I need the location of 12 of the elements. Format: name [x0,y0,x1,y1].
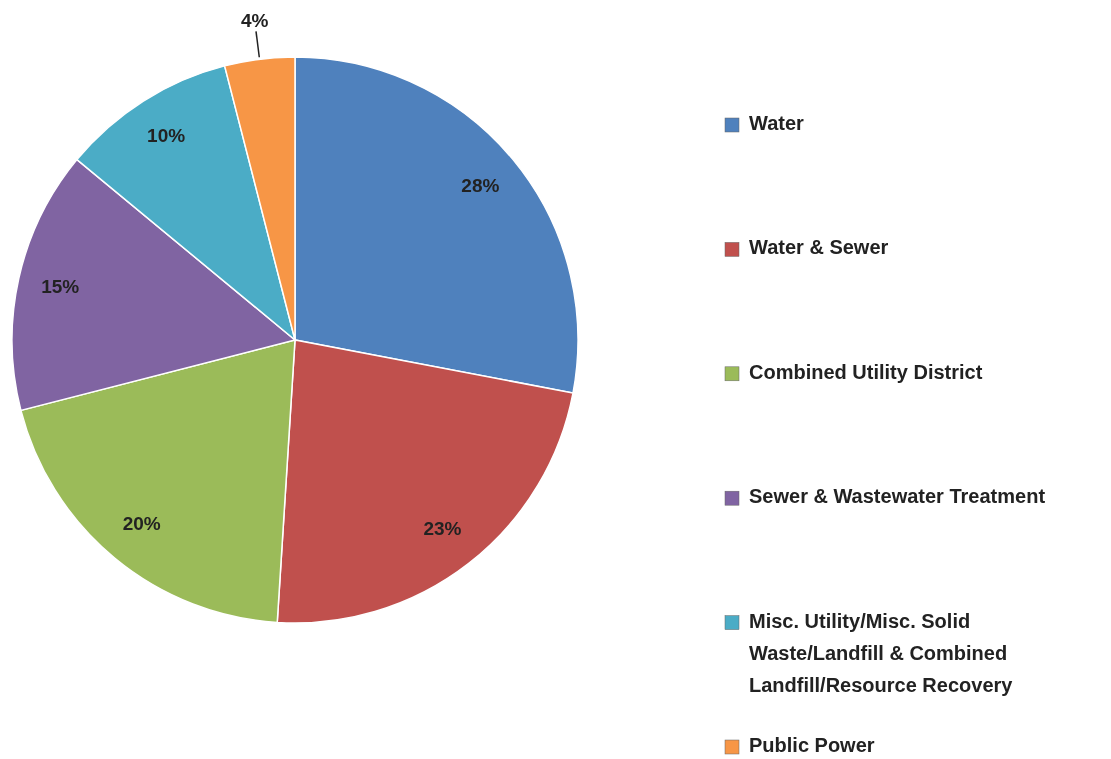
data-label: 20% [122,513,161,535]
legend-label: Misc. Utility/Misc. Solid Waste/Landfill & Combined Landfill/Resource Recovery [749,609,1014,696]
data-label: 4% [241,9,269,31]
data-label: 23% [423,518,462,540]
legend-label: Public Power [749,734,875,757]
data-label: 28% [461,174,500,196]
data-label: 10% [147,124,186,146]
legend-label: Water & Sewer [749,236,889,259]
data-label: 15% [41,275,80,297]
legend-label: Sewer & Wastewater Treatment [749,485,1046,508]
legend-label: Water [749,112,805,135]
legend-label: Combined Utility District [749,361,983,384]
